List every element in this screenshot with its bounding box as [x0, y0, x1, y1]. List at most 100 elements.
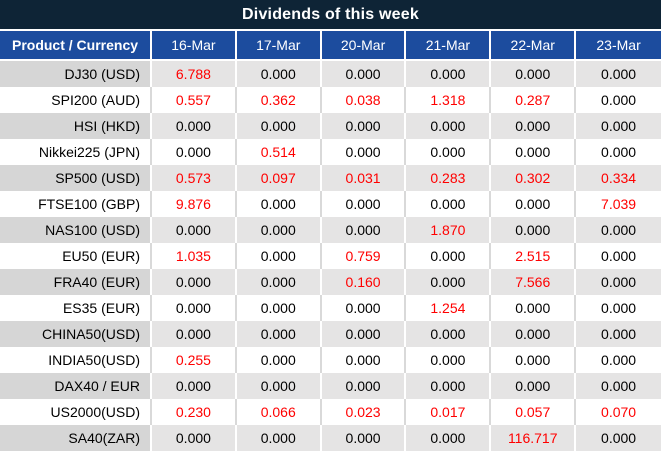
- value-cell: 0.000: [321, 373, 407, 399]
- table-row: NAS100 (USD) 0.000 0.000 0.000 1.870 0.000 0.0…: [0, 217, 661, 243]
- value-cell: 0.000: [236, 321, 322, 347]
- value-cell: 0.000: [236, 269, 322, 295]
- dividends-table: Product / Currency 16-Mar 17-Mar 20-Mar …: [0, 31, 661, 451]
- value-cell: 0.000: [321, 425, 407, 451]
- value-cell: 0.000: [491, 217, 577, 243]
- product-cell: SA40(ZAR): [0, 425, 152, 451]
- value-cell: 0.000: [321, 61, 407, 87]
- column-header-date-1: 16-Mar: [152, 31, 237, 61]
- value-cell: 1.870: [406, 217, 492, 243]
- value-cell: 0.000: [236, 61, 322, 87]
- value-cell: 0.000: [576, 321, 661, 347]
- table-row: US2000(USD) 0.230 0.066 0.023 0.017 0.057 0.07…: [0, 399, 661, 425]
- value-cell: 9.876: [152, 191, 237, 217]
- product-cell: CHINA50(USD): [0, 321, 152, 347]
- product-cell: ES35 (EUR): [0, 295, 152, 321]
- column-header-date-3: 20-Mar: [321, 31, 407, 61]
- value-cell: 0.000: [576, 113, 661, 139]
- value-cell: 0.000: [491, 295, 577, 321]
- product-cell: Nikkei225 (JPN): [0, 139, 152, 165]
- value-cell: 0.000: [576, 139, 661, 165]
- table-row: SPI200 (AUD) 0.557 0.362 0.038 1.318 0.287 0.0…: [0, 87, 661, 113]
- value-cell: 0.000: [406, 269, 492, 295]
- column-header-date-2: 17-Mar: [236, 31, 322, 61]
- column-header-date-6: 23-Mar: [576, 31, 661, 61]
- table-row: CHINA50(USD) 0.000 0.000 0.000 0.000 0.000 0.0…: [0, 321, 661, 347]
- value-cell: 0.000: [491, 61, 577, 87]
- value-cell: 0.557: [152, 87, 237, 113]
- value-cell: 0.000: [406, 243, 492, 269]
- value-cell: 0.000: [576, 243, 661, 269]
- value-cell: 0.000: [321, 321, 407, 347]
- value-cell: 0.000: [576, 425, 661, 451]
- value-cell: 0.000: [152, 295, 237, 321]
- table-header: Product / Currency 16-Mar 17-Mar 20-Mar …: [0, 31, 661, 61]
- product-cell: DJ30 (USD): [0, 61, 152, 87]
- value-cell: 7.566: [491, 269, 577, 295]
- value-cell: 0.000: [152, 373, 237, 399]
- product-cell: NAS100 (USD): [0, 217, 152, 243]
- value-cell: 0.000: [152, 113, 237, 139]
- value-cell: 0.000: [406, 321, 492, 347]
- value-cell: 0.000: [321, 295, 407, 321]
- product-cell: FTSE100 (GBP): [0, 191, 152, 217]
- value-cell: 2.515: [491, 243, 577, 269]
- value-cell: 0.514: [236, 139, 322, 165]
- value-cell: 0.160: [321, 269, 407, 295]
- value-cell: 0.000: [576, 373, 661, 399]
- product-cell: DAX40 / EUR: [0, 373, 152, 399]
- table-row: SA40(ZAR) 0.000 0.000 0.000 0.000 116.717 0.00…: [0, 425, 661, 451]
- value-cell: 0.000: [491, 347, 577, 373]
- value-cell: 0.000: [576, 347, 661, 373]
- table-title: Dividends of this week: [0, 0, 661, 31]
- value-cell: 0.302: [491, 165, 577, 191]
- product-cell: US2000(USD): [0, 399, 152, 425]
- product-cell: EU50 (EUR): [0, 243, 152, 269]
- value-cell: 0.000: [406, 347, 492, 373]
- value-cell: 0.000: [406, 61, 492, 87]
- value-cell: 0.000: [236, 295, 322, 321]
- value-cell: 0.000: [406, 139, 492, 165]
- value-cell: 6.788: [152, 61, 237, 87]
- table-row: DAX40 / EUR 0.000 0.000 0.000 0.000 0.000 0.00…: [0, 373, 661, 399]
- table-body: DJ30 (USD) 6.788 0.000 0.000 0.000 0.000 0.000…: [0, 61, 661, 451]
- value-cell: 0.000: [236, 373, 322, 399]
- table-row: FTSE100 (GBP) 9.876 0.000 0.000 0.000 0.000 7.…: [0, 191, 661, 217]
- table-row: SP500 (USD) 0.573 0.097 0.031 0.283 0.302 0.33…: [0, 165, 661, 191]
- column-header-date-4: 21-Mar: [406, 31, 492, 61]
- value-cell: 0.000: [406, 113, 492, 139]
- value-cell: 0.000: [152, 217, 237, 243]
- value-cell: 0.000: [576, 61, 661, 87]
- table-row: HSI (HKD) 0.000 0.000 0.000 0.000 0.000 0.000: [0, 113, 661, 139]
- product-cell: FRA40 (EUR): [0, 269, 152, 295]
- value-cell: 7.039: [576, 191, 661, 217]
- value-cell: 1.035: [152, 243, 237, 269]
- value-cell: 0.066: [236, 399, 322, 425]
- column-header-date-5: 22-Mar: [491, 31, 577, 61]
- table-row: EU50 (EUR) 1.035 0.000 0.759 0.000 2.515 0.000: [0, 243, 661, 269]
- value-cell: 0.023: [321, 399, 407, 425]
- table-row: INDIA50(USD) 0.255 0.000 0.000 0.000 0.000 0.0…: [0, 347, 661, 373]
- value-cell: 0.000: [321, 217, 407, 243]
- value-cell: 1.254: [406, 295, 492, 321]
- value-cell: 0.000: [491, 139, 577, 165]
- value-cell: 0.000: [406, 373, 492, 399]
- header-row: Product / Currency 16-Mar 17-Mar 20-Mar …: [0, 31, 661, 61]
- value-cell: 0.000: [236, 243, 322, 269]
- value-cell: 0.031: [321, 165, 407, 191]
- value-cell: 0.000: [236, 347, 322, 373]
- value-cell: 0.287: [491, 87, 577, 113]
- value-cell: 0.255: [152, 347, 237, 373]
- value-cell: 0.759: [321, 243, 407, 269]
- product-cell: SPI200 (AUD): [0, 87, 152, 113]
- value-cell: 0.000: [321, 347, 407, 373]
- value-cell: 116.717: [491, 425, 577, 451]
- value-cell: 0.000: [576, 87, 661, 113]
- value-cell: 0.000: [236, 425, 322, 451]
- value-cell: 0.334: [576, 165, 661, 191]
- product-cell: INDIA50(USD): [0, 347, 152, 373]
- value-cell: 0.000: [576, 269, 661, 295]
- column-header-product: Product / Currency: [0, 31, 152, 61]
- product-cell: HSI (HKD): [0, 113, 152, 139]
